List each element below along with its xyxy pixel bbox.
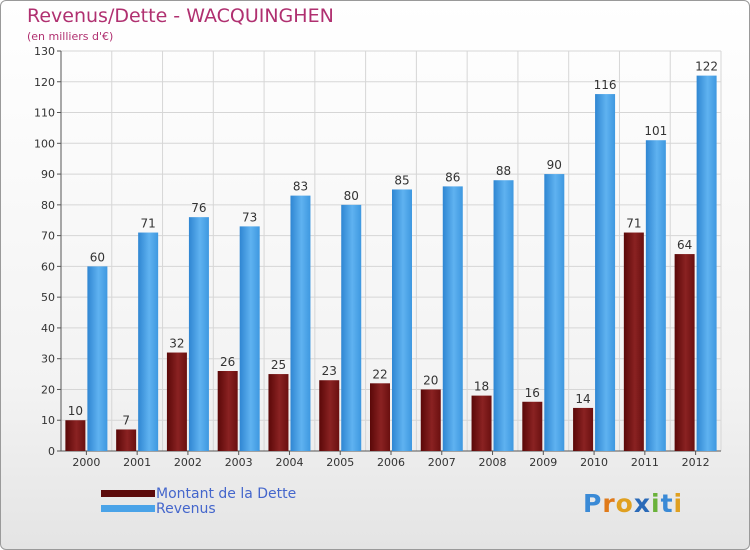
data-label-revenus: 88 [496, 164, 511, 178]
bar-dette [370, 383, 390, 451]
logo-letter: x [633, 489, 651, 518]
x-tick-label: 2011 [631, 456, 659, 469]
y-tick-label: 40 [41, 322, 55, 335]
data-label-dette: 18 [474, 380, 489, 394]
y-tick-label: 100 [34, 137, 55, 150]
data-label-dette: 10 [68, 404, 83, 418]
bar-dette [319, 380, 340, 451]
bar-revenus [696, 75, 717, 451]
data-label-dette: 22 [372, 367, 387, 381]
chart-title: Revenus/Dette - WACQUINGHEN [27, 5, 334, 27]
bar-revenus [442, 186, 463, 451]
y-tick-label: 10 [41, 414, 55, 427]
bar-dette [65, 420, 86, 451]
legend-label-revenus: Revenus [156, 501, 216, 517]
logo-letter: i [673, 489, 684, 518]
data-label-dette: 16 [525, 386, 540, 400]
x-tick-label: 2001 [123, 456, 151, 469]
data-label-dette: 25 [271, 358, 286, 372]
data-label-revenus: 122 [695, 60, 718, 74]
logo-letter: i [651, 489, 661, 518]
data-label-revenus: 71 [141, 217, 156, 231]
data-label-revenus: 90 [547, 158, 562, 172]
x-tick-label: 2009 [529, 456, 557, 469]
x-tick-label: 2000 [72, 456, 100, 469]
y-tick-label: 0 [48, 445, 55, 458]
x-tick-label: 2002 [174, 456, 202, 469]
proxiti-logo: Proxiti [583, 489, 683, 518]
data-label-revenus: 60 [90, 250, 105, 264]
data-label-revenus: 101 [644, 124, 667, 138]
data-label-revenus: 76 [191, 201, 206, 215]
y-tick-label: 50 [41, 291, 55, 304]
logo-letter: P [583, 489, 603, 518]
bar-dette [674, 254, 695, 451]
data-label-dette: 71 [626, 217, 641, 231]
bars [65, 75, 717, 452]
data-label-dette: 14 [575, 392, 590, 406]
bar-revenus [87, 266, 108, 451]
data-label-dette: 23 [322, 364, 337, 378]
bar-revenus [493, 180, 514, 451]
logo-letter: o [615, 489, 634, 518]
bar-dette [268, 374, 289, 451]
x-tick-label: 2004 [275, 456, 303, 469]
legend-swatch-revenus [101, 505, 155, 512]
y-tick-label: 130 [34, 45, 55, 58]
legend-label-dette: Montant de la Dette [156, 486, 297, 502]
bar-revenus [544, 174, 565, 452]
bar-revenus [392, 189, 412, 451]
bar-dette [471, 395, 492, 451]
x-tick-label: 2007 [428, 456, 456, 469]
data-label-revenus: 83 [293, 180, 308, 194]
bar-revenus [290, 195, 311, 451]
legend-swatch-dette [101, 490, 155, 497]
data-label-dette: 7 [122, 413, 130, 427]
x-tick-label: 2008 [479, 456, 507, 469]
bar-dette [217, 371, 238, 451]
y-tick-label: 90 [41, 168, 55, 181]
y-tick-label: 80 [41, 199, 55, 212]
x-tick-label: 2012 [682, 456, 710, 469]
data-label-revenus: 86 [445, 170, 460, 184]
bar-dette [116, 429, 137, 451]
data-label-revenus: 85 [394, 173, 409, 187]
bar-revenus [645, 140, 666, 451]
logo-letter: r [602, 489, 616, 518]
bar-dette [623, 232, 644, 451]
y-tick-label: 70 [41, 230, 55, 243]
bar-revenus [239, 226, 260, 451]
bar-dette [166, 352, 187, 451]
y-tick-label: 120 [34, 76, 55, 89]
logo-letter: t [660, 489, 674, 518]
bar-revenus [595, 94, 616, 452]
y-tick-label: 30 [41, 353, 55, 366]
bar-dette [573, 407, 594, 451]
x-tick-label: 2006 [377, 456, 405, 469]
x-tick-label: 2010 [580, 456, 608, 469]
bar-revenus [341, 204, 362, 451]
bar-dette [522, 401, 543, 451]
chart-subtitle: (en milliers d'€) [27, 30, 114, 43]
y-tick-label: 60 [41, 260, 55, 273]
data-label-revenus: 80 [344, 189, 359, 203]
data-label-dette: 26 [220, 355, 235, 369]
y-tick-label: 20 [41, 383, 55, 396]
data-label-dette: 20 [423, 373, 438, 387]
y-tick-label: 110 [34, 107, 55, 120]
x-tick-label: 2005 [326, 456, 354, 469]
bar-revenus [138, 232, 159, 451]
grid-lines [61, 50, 722, 451]
data-label-revenus: 116 [594, 78, 617, 92]
bar-dette [420, 389, 441, 451]
labels: 0 10 20 30 40 50 60 70 80 90 100 110 120 130 10 60 2000 7… [34, 45, 718, 469]
data-label-dette: 32 [169, 337, 184, 351]
data-label-dette: 64 [677, 238, 692, 252]
data-label-revenus: 73 [242, 210, 257, 224]
x-tick-label: 2003 [225, 456, 253, 469]
bar-revenus [188, 217, 209, 451]
